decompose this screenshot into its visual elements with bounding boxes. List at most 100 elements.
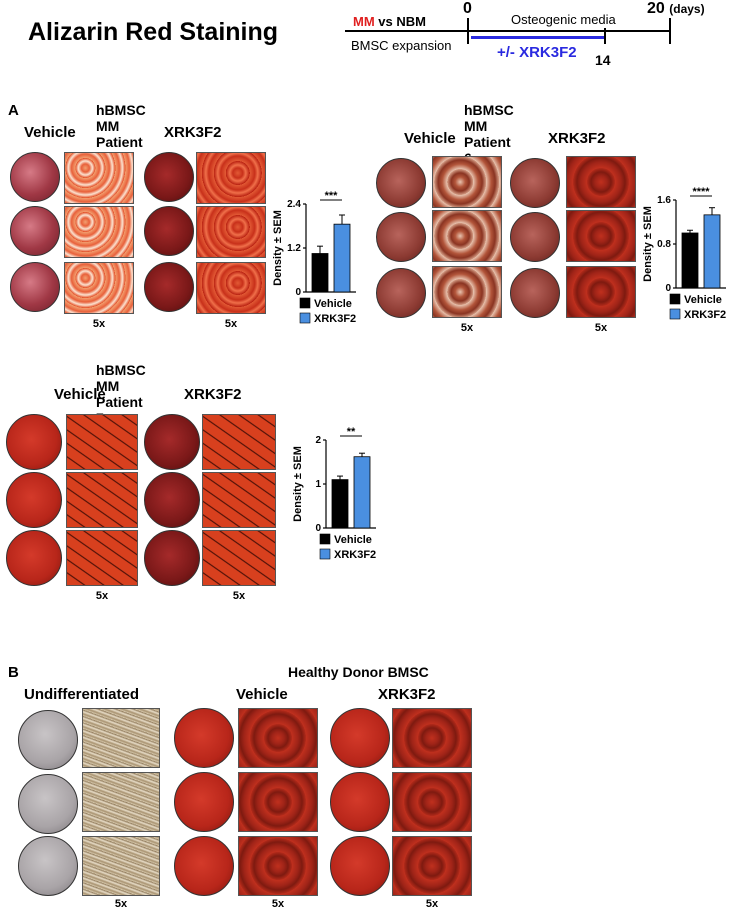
b-xrk-mag: 5x xyxy=(425,898,439,910)
y-tick-label: 0 xyxy=(295,287,301,298)
p5-xrk-dish-2 xyxy=(144,206,194,256)
p7-veh-dish-3 xyxy=(6,530,62,586)
timeline-zero: 0 xyxy=(463,0,472,17)
b-undiff-micro-2 xyxy=(82,772,160,832)
timeline-mm: MM xyxy=(353,14,375,29)
p7-veh-micro-2 xyxy=(66,472,138,528)
p6-veh-micro-2 xyxy=(432,210,502,262)
b-veh-dish-2 xyxy=(174,772,234,832)
legend-label-vehicle: Vehicle xyxy=(684,294,722,306)
legend-swatch-xrk3f2 xyxy=(319,548,331,560)
patient6-vehicle-label: Vehicle xyxy=(404,130,456,147)
y-tick-label: 1.6 xyxy=(657,195,671,206)
p5-veh-dish-3 xyxy=(10,262,60,312)
legend-swatch-xrk3f2 xyxy=(299,312,311,324)
p6-veh-micro-3 xyxy=(432,266,502,318)
legend-label-xrk3f2: XRK3F2 xyxy=(314,313,356,325)
p7-veh-micro-1 xyxy=(66,414,138,470)
p6-veh-micro-1 xyxy=(432,156,502,208)
p6-xrk-micro-3 xyxy=(566,266,636,318)
p5-veh-dish-2 xyxy=(10,206,60,256)
b-undiff-micro-1 xyxy=(82,708,160,768)
timeline-fourteen: 14 xyxy=(595,52,611,68)
bar-xrk3f2 xyxy=(333,223,351,293)
p6-xrk-micro-2 xyxy=(566,210,636,262)
chart-patient6: Density ± SEM 0 0.8 1.6 **** Vehicle XRK3F2 xyxy=(642,186,726,321)
b-xrk-dish-1 xyxy=(330,708,390,768)
p5-xrk-micro-2 xyxy=(196,206,266,258)
p5-veh-micro-1 xyxy=(64,152,134,204)
significance-label: **** xyxy=(692,186,710,198)
legend-swatch-vehicle xyxy=(299,297,311,309)
timeline-days: (days) xyxy=(669,2,705,16)
patient7-vehicle-label: Vehicle xyxy=(54,386,106,403)
b-veh-micro-1 xyxy=(238,708,318,768)
figure-title: Alizarin Red Staining xyxy=(28,18,279,46)
p5-xrk-micro-1 xyxy=(196,152,266,204)
p6-xrk-mag: 5x xyxy=(594,322,608,334)
p7-veh-mag: 5x xyxy=(95,590,109,602)
patient5-vehicle-label: Vehicle xyxy=(24,124,76,141)
p6-veh-dish-2 xyxy=(376,212,426,262)
panel-b-vehicle-label: Vehicle xyxy=(236,686,288,703)
panel-b-title: Healthy Donor BMSC xyxy=(288,664,429,680)
y-tick-label: 1.2 xyxy=(287,243,301,254)
p7-xrk-micro-2 xyxy=(202,472,276,528)
timeline: MM vs NBM 0 Osteogenic media 20 (days) B… xyxy=(345,0,737,80)
b-xrk-micro-3 xyxy=(392,836,472,896)
timeline-osteogenic: Osteogenic media xyxy=(511,12,616,27)
p7-veh-dish-1 xyxy=(6,414,62,470)
p5-veh-micro-2 xyxy=(64,206,134,258)
p7-xrk-micro-1 xyxy=(202,414,276,470)
p7-xrk-dish-1 xyxy=(144,414,200,470)
significance-label: ** xyxy=(347,426,356,438)
p5-xrk-dish-1 xyxy=(144,152,194,202)
y-tick-label: 0.8 xyxy=(657,239,671,250)
b-veh-micro-2 xyxy=(238,772,318,832)
p5-xrk-mag: 5x xyxy=(224,318,238,330)
p5-veh-micro-3 xyxy=(64,262,134,314)
panel-b-xrk-label: XRK3F2 xyxy=(378,686,436,703)
panel-b-undiff-label: Undifferentiated xyxy=(24,686,140,703)
chart-patient5: Density ± SEM 0 1.2 2.4 *** Vehicle XRK3F2 xyxy=(272,190,356,325)
p6-xrk-dish-2 xyxy=(510,212,560,262)
bar-vehicle xyxy=(331,479,349,529)
y-tick-label: 2.4 xyxy=(287,199,301,210)
p7-veh-dish-2 xyxy=(6,472,62,528)
b-undiff-dish-1 xyxy=(18,710,78,770)
b-xrk-dish-3 xyxy=(330,836,390,896)
p6-veh-dish-1 xyxy=(376,158,426,208)
y-tick-label: 2 xyxy=(315,435,321,446)
p7-veh-micro-3 xyxy=(66,530,138,586)
b-veh-dish-1 xyxy=(174,708,234,768)
b-veh-micro-3 xyxy=(238,836,318,896)
legend-label-vehicle: Vehicle xyxy=(314,298,352,310)
b-veh-dish-3 xyxy=(174,836,234,896)
legend-swatch-vehicle xyxy=(669,293,681,305)
bar-xrk3f2 xyxy=(353,456,371,529)
y-tick-label: 1 xyxy=(315,479,321,490)
timeline-end: 20 xyxy=(647,0,665,17)
timeline-treatment: +/- XRK3F2 xyxy=(497,44,577,61)
p6-xrk-micro-1 xyxy=(566,156,636,208)
p6-veh-mag: 5x xyxy=(460,322,474,334)
b-undiff-dish-2 xyxy=(18,774,78,834)
p6-veh-dish-3 xyxy=(376,268,426,318)
b-veh-mag: 5x xyxy=(271,898,285,910)
panel-b-letter: B xyxy=(8,664,19,681)
p7-xrk-mag: 5x xyxy=(232,590,246,602)
p7-xrk-dish-3 xyxy=(144,530,200,586)
p7-xrk-micro-3 xyxy=(202,530,276,586)
y-axis-label: Density ± SEM xyxy=(272,210,284,286)
bar-xrk3f2 xyxy=(703,214,721,289)
p7-xrk-dish-2 xyxy=(144,472,200,528)
y-tick-label: 0 xyxy=(665,283,671,294)
bar-vehicle xyxy=(681,232,699,289)
bar-vehicle xyxy=(311,253,329,293)
y-axis-label: Density ± SEM xyxy=(642,206,654,282)
patient7-xrk-label: XRK3F2 xyxy=(184,386,242,403)
panel-a-letter: A xyxy=(8,102,19,119)
p5-veh-mag: 5x xyxy=(92,318,106,330)
b-undiff-mag: 5x xyxy=(114,898,128,910)
b-xrk-micro-1 xyxy=(392,708,472,768)
